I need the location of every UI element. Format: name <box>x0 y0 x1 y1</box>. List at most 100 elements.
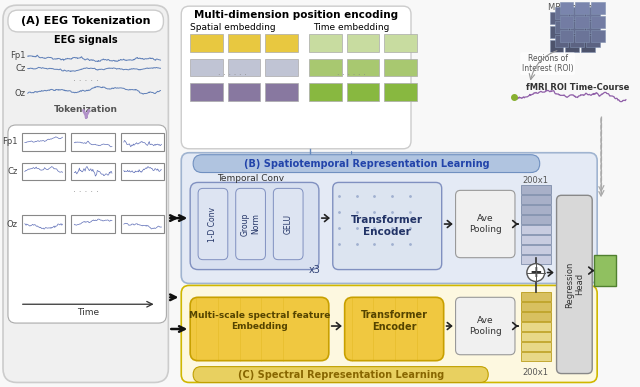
Bar <box>521 322 550 331</box>
FancyBboxPatch shape <box>456 297 515 355</box>
Bar <box>575 2 589 14</box>
Bar <box>190 84 223 101</box>
Bar <box>384 59 417 77</box>
Text: Transformer
Encoder: Transformer Encoder <box>351 215 423 237</box>
Bar <box>559 16 573 28</box>
Bar <box>521 215 550 224</box>
Circle shape <box>527 264 545 281</box>
Bar <box>121 163 164 180</box>
Bar <box>591 16 605 28</box>
Bar <box>190 59 223 77</box>
Bar <box>384 84 417 101</box>
Bar <box>521 312 550 321</box>
Bar <box>121 133 164 151</box>
Text: Fp1: Fp1 <box>10 51 26 60</box>
FancyBboxPatch shape <box>333 182 442 270</box>
Text: Group
Norm: Group Norm <box>241 212 260 236</box>
Text: Oz: Oz <box>7 219 18 229</box>
Bar <box>570 35 584 47</box>
Bar <box>71 133 115 151</box>
Bar <box>566 12 579 24</box>
FancyBboxPatch shape <box>236 188 266 260</box>
Bar <box>521 352 550 361</box>
Bar <box>581 26 595 38</box>
Text: Ave
Pooling: Ave Pooling <box>469 316 502 336</box>
Text: · · · · · ·: · · · · · · <box>218 71 247 80</box>
Bar <box>266 34 298 52</box>
Bar <box>521 205 550 214</box>
Bar <box>121 215 164 233</box>
Bar <box>347 59 380 77</box>
Bar <box>555 35 568 47</box>
Bar <box>521 292 550 301</box>
Bar <box>586 7 600 19</box>
Bar <box>559 2 573 14</box>
Text: Transformer
Encoder: Transformer Encoder <box>361 310 428 332</box>
Text: Fp1: Fp1 <box>3 137 18 146</box>
FancyBboxPatch shape <box>181 6 411 149</box>
FancyBboxPatch shape <box>3 5 168 382</box>
Text: Cz: Cz <box>15 64 26 73</box>
Bar <box>555 7 568 19</box>
Text: MRI volume: MRI volume <box>548 3 597 12</box>
Bar <box>591 30 605 42</box>
Text: · · · · ·: · · · · · <box>73 188 99 197</box>
Bar <box>521 255 550 264</box>
FancyBboxPatch shape <box>456 190 515 258</box>
Bar <box>594 255 616 286</box>
Text: Multi-scale spectral feature
Embedding: Multi-scale spectral feature Embedding <box>189 312 330 331</box>
FancyBboxPatch shape <box>8 10 163 32</box>
Text: Regression
Head: Regression Head <box>564 261 584 308</box>
Text: (C) Spectral Representation Learning: (C) Spectral Representation Learning <box>237 370 444 380</box>
Bar <box>71 215 115 233</box>
Bar <box>521 245 550 254</box>
Text: · · · · · ·: · · · · · · <box>337 71 366 80</box>
Text: fMRI ROI Time-Course: fMRI ROI Time-Course <box>525 83 629 92</box>
Bar <box>521 332 550 341</box>
Bar <box>555 21 568 33</box>
Text: +: + <box>529 265 542 280</box>
Text: Cz: Cz <box>8 167 18 176</box>
FancyBboxPatch shape <box>190 182 319 270</box>
Text: Multi-dimension position encoding: Multi-dimension position encoding <box>194 10 398 20</box>
Text: Tokenization: Tokenization <box>54 104 118 114</box>
Bar <box>347 34 380 52</box>
Text: Regions of
Interest (ROI): Regions of Interest (ROI) <box>522 54 573 73</box>
Bar <box>521 195 550 204</box>
Bar <box>384 34 417 52</box>
Text: 200x1: 200x1 <box>523 368 548 377</box>
Text: Temporal Conv: Temporal Conv <box>217 174 284 183</box>
Bar <box>550 40 563 52</box>
Bar <box>575 30 589 42</box>
Bar <box>228 84 260 101</box>
Bar <box>566 26 579 38</box>
FancyBboxPatch shape <box>181 153 597 283</box>
Bar <box>575 16 589 28</box>
Bar <box>550 26 563 38</box>
Bar <box>309 34 342 52</box>
Text: (A) EEG Tokenization: (A) EEG Tokenization <box>22 16 151 26</box>
FancyBboxPatch shape <box>193 155 540 173</box>
Bar <box>228 59 260 77</box>
Text: 200x1: 200x1 <box>523 176 548 185</box>
Bar <box>71 163 115 180</box>
Bar <box>550 12 563 24</box>
Text: GELU: GELU <box>284 214 292 234</box>
Bar <box>521 302 550 311</box>
Bar <box>228 34 260 52</box>
Bar <box>521 342 550 351</box>
Bar <box>570 21 584 33</box>
Text: EEG signals: EEG signals <box>54 35 118 45</box>
Bar <box>586 35 600 47</box>
Text: · · · · ·: · · · · · <box>73 77 99 86</box>
Bar <box>347 84 380 101</box>
Text: Time embedding: Time embedding <box>314 24 390 33</box>
FancyBboxPatch shape <box>345 297 444 361</box>
Bar <box>586 21 600 33</box>
Text: Ave
Pooling: Ave Pooling <box>469 214 502 234</box>
Bar <box>309 59 342 77</box>
Bar <box>22 215 65 233</box>
FancyBboxPatch shape <box>181 286 597 382</box>
Bar <box>521 225 550 234</box>
Text: Time: Time <box>77 308 99 317</box>
